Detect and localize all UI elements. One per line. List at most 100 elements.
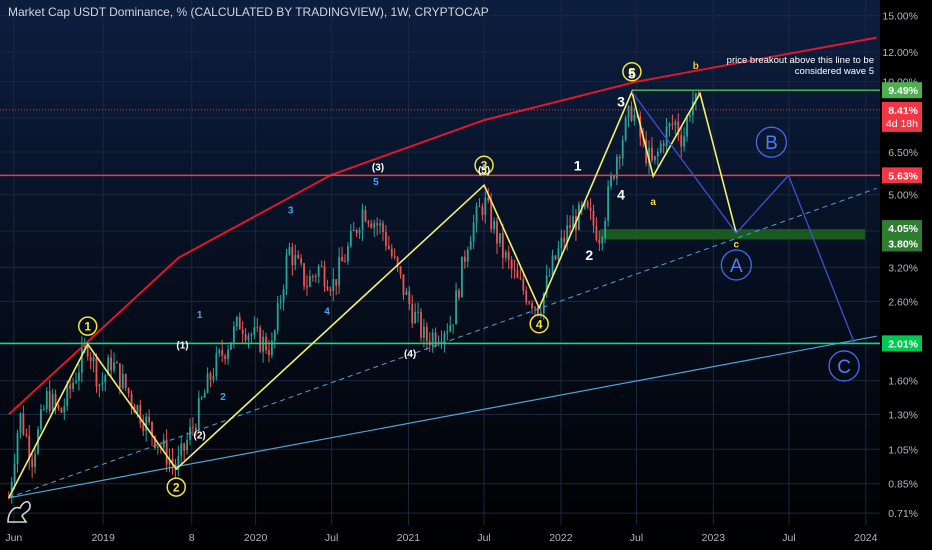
candle-body [42, 408, 45, 410]
main-wave-circle [474, 155, 494, 175]
sub-wave-label: (1) [176, 340, 188, 351]
candle-body [241, 329, 244, 335]
candle [183, 442, 186, 462]
candle [63, 398, 66, 420]
candle-body [51, 394, 54, 412]
candle [341, 246, 343, 262]
candle [425, 322, 428, 351]
candle [320, 260, 323, 268]
candle [300, 254, 303, 267]
candle [595, 216, 598, 242]
sub-wave-label: 4 [617, 187, 625, 203]
candle-body [513, 269, 516, 271]
candle [171, 447, 174, 475]
candle-body [554, 255, 557, 260]
candle-body [262, 336, 265, 352]
candle [121, 364, 124, 390]
waves [8, 89, 856, 499]
candle-body [22, 413, 25, 435]
candle-body [387, 245, 390, 249]
trendline-resistance-curve [8, 36, 877, 416]
candle-body [627, 106, 630, 118]
levels [0, 89, 880, 345]
candle-body [268, 350, 270, 356]
candle-body [522, 278, 525, 291]
candle-body [116, 362, 118, 364]
candle-body [209, 373, 212, 380]
candle-body [332, 279, 335, 292]
candle [364, 205, 367, 223]
candle [308, 269, 311, 288]
candle-body [610, 175, 612, 187]
candle [463, 250, 466, 269]
candle [42, 405, 45, 411]
main-wave-label: 4 [529, 314, 549, 334]
candle-body [92, 357, 95, 362]
candle [244, 327, 247, 344]
candle-body [420, 311, 422, 338]
level-tag-label: 2.01% [888, 338, 918, 350]
candle-body [472, 222, 475, 242]
candle-body [382, 223, 384, 233]
candle-body [572, 216, 574, 228]
price-axis[interactable]: 15.00%12.00%10.00%8.00%6.50%5.00%4.00%3.… [880, 0, 932, 550]
candle [411, 294, 414, 329]
candle [633, 107, 636, 126]
candle-body [221, 350, 224, 356]
candle-body [455, 290, 457, 325]
price-tick-label: 12.00% [882, 47, 918, 59]
time-axis[interactable]: Jun 2019 8 2020 Jul 2021 Jul 2022 Jul 2023 Jul 2024 [5, 532, 877, 544]
candle [206, 367, 209, 394]
candle-body [215, 353, 218, 377]
time-tick-label: 2021 [397, 532, 421, 544]
candle-body [104, 375, 107, 383]
candle-body [417, 311, 419, 313]
candle-body [45, 391, 48, 409]
candle [177, 445, 180, 477]
candle [250, 332, 253, 343]
candle [589, 198, 592, 221]
sub-wave-label: 4 [324, 306, 330, 317]
candle [28, 424, 31, 471]
candle-body [285, 254, 288, 289]
candle [528, 300, 531, 305]
time-tick-label: Jul [477, 532, 490, 544]
time-tick-label: 2019 [91, 532, 115, 544]
candle [659, 140, 662, 154]
candle-body [671, 123, 674, 126]
candle-body [478, 206, 481, 208]
candle-body [525, 290, 528, 303]
corrective-wave-label: B [755, 126, 788, 158]
candle-body [604, 220, 607, 239]
candle [25, 428, 28, 438]
trendline-lower-channel [8, 335, 877, 499]
candle-body [446, 331, 449, 334]
candle-body [180, 443, 183, 457]
candle-body [630, 106, 633, 121]
candle [238, 312, 241, 330]
candle-body [151, 421, 153, 437]
candle-body [373, 223, 376, 228]
candle [390, 243, 393, 259]
candle [656, 148, 659, 166]
candle [545, 264, 548, 298]
candle [572, 205, 574, 228]
candle-body [276, 302, 279, 331]
candle-body [484, 198, 487, 215]
candle-body [66, 384, 69, 407]
candle-body [311, 275, 314, 277]
main-wave-label: 2 [166, 477, 187, 497]
corrective-wave-letter: B [765, 133, 778, 154]
candle [569, 215, 572, 237]
candle [601, 235, 604, 251]
candle [504, 249, 507, 262]
candle [16, 429, 19, 473]
candle-body [656, 151, 659, 157]
candle [54, 389, 57, 415]
candle-body [694, 93, 697, 102]
sub-wave-label: 2 [220, 392, 226, 403]
candle [373, 219, 376, 237]
candle-body [452, 324, 455, 326]
candle-body [136, 405, 139, 414]
candle [335, 279, 338, 296]
